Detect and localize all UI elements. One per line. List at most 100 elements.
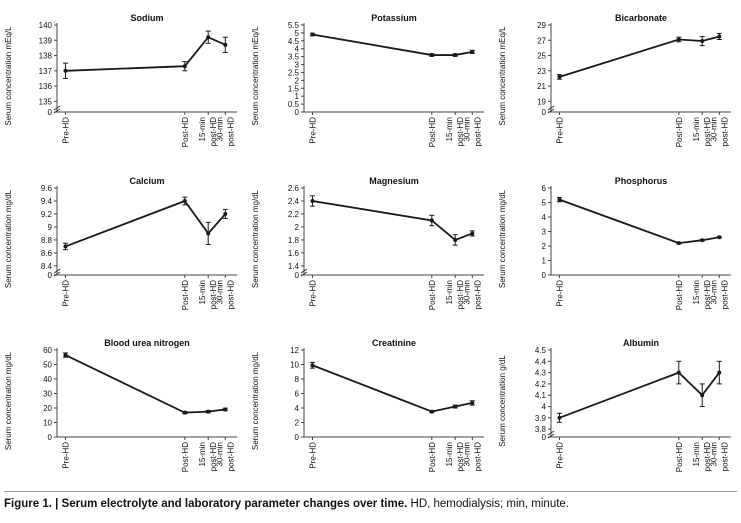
data-point bbox=[676, 37, 681, 42]
data-point bbox=[470, 49, 475, 54]
data-point bbox=[182, 198, 187, 203]
y-tick-label: 10 bbox=[290, 361, 299, 370]
y-tick-label: 2 bbox=[295, 76, 300, 85]
y-tick-label: 2 bbox=[542, 242, 547, 251]
y-tick-label: 19 bbox=[537, 97, 546, 106]
x-tick-label: Pre-HD bbox=[555, 442, 564, 469]
y-tick-label: 8.4 bbox=[41, 262, 53, 271]
y-tick-label: 135 bbox=[39, 97, 53, 106]
y-tick-label: 1.8 bbox=[288, 236, 300, 245]
x-tick-label: 30-min bbox=[462, 442, 471, 466]
x-tick-label: 15-min bbox=[445, 442, 454, 466]
y-tick-label: 5 bbox=[542, 199, 547, 208]
data-point bbox=[700, 39, 705, 44]
x-tick-label: 15-min bbox=[445, 117, 454, 141]
y-tick-label: 10 bbox=[43, 419, 52, 428]
data-line bbox=[65, 199, 226, 248]
x-tick-label: Pre-HD bbox=[555, 280, 564, 307]
y-tick-label: 0 bbox=[542, 271, 547, 280]
x-tick-label: post-HD bbox=[703, 442, 712, 472]
chart-title: Calcium bbox=[129, 176, 164, 186]
axis-break-mark bbox=[53, 268, 61, 277]
x-tick-label: Pre-HD bbox=[61, 280, 70, 307]
chart-panel-calcium: Calcium Serum concentration mg/dL 08.4 8.6 8… bbox=[4, 176, 237, 310]
y-tick-label: 2.2 bbox=[288, 210, 300, 219]
x-tick-label: 15-min bbox=[692, 442, 701, 466]
chart-title: Blood urea nitrogen bbox=[104, 338, 190, 348]
y-tick-label: 4 bbox=[295, 404, 300, 413]
data-point bbox=[206, 35, 211, 40]
y-tick-label: 4.3 bbox=[535, 369, 547, 378]
y-tick-label: 136 bbox=[39, 82, 53, 91]
x-tick-label: post-HD bbox=[226, 442, 235, 472]
y-tick-label: 0 bbox=[542, 108, 547, 117]
x-tick-label: 30-min bbox=[709, 117, 718, 141]
y-axis-label: Serum concentration mEq/L bbox=[498, 26, 507, 126]
data-point bbox=[717, 370, 722, 375]
y-tick-label: 2.4 bbox=[288, 197, 300, 206]
x-tick-label: 30-min bbox=[462, 117, 471, 141]
axis-break-mark bbox=[300, 268, 308, 277]
x-tick-label: post-HD bbox=[226, 280, 235, 310]
x-tick-label: 30-min bbox=[709, 442, 718, 466]
axis-break-mark bbox=[547, 105, 555, 114]
y-tick-label: 4.1 bbox=[535, 391, 547, 400]
data-point bbox=[223, 42, 228, 47]
caption-label: Figure 1. | Serum electrolyte and labora… bbox=[4, 498, 408, 510]
y-tick-label: 1 bbox=[295, 92, 300, 101]
x-tick-label: post-HD bbox=[720, 117, 729, 147]
y-tick-label: 3.9 bbox=[535, 414, 547, 423]
x-tick-label: 15-min bbox=[198, 280, 207, 304]
y-tick-label: 139 bbox=[39, 36, 53, 45]
y-tick-label: 23 bbox=[537, 67, 546, 76]
x-tick-label: post-HD bbox=[209, 442, 218, 472]
data-point bbox=[676, 370, 681, 375]
x-tick-label: 30-min bbox=[709, 280, 718, 304]
x-tick-label: 15-min bbox=[692, 280, 701, 304]
y-tick-label: 0.5 bbox=[288, 100, 300, 109]
y-axis-label: Serum concentration mg/dL bbox=[498, 189, 507, 288]
y-axis-label: Serum concentration mg/dL bbox=[251, 189, 260, 288]
y-tick-label: 60 bbox=[43, 346, 52, 355]
y-tick-label: 50 bbox=[43, 361, 52, 370]
x-tick-label: Post-HD bbox=[428, 442, 437, 472]
data-point bbox=[717, 235, 722, 240]
data-line bbox=[312, 200, 473, 241]
y-axis-label: Serum concentration mEq/L bbox=[251, 26, 260, 126]
y-axis-label: Serum concentration mEq/L bbox=[4, 26, 13, 126]
x-tick-label: Post-HD bbox=[428, 117, 437, 147]
x-tick-label: post-HD bbox=[473, 442, 482, 472]
x-tick-label: Pre-HD bbox=[308, 117, 317, 144]
y-tick-label: 138 bbox=[39, 52, 53, 61]
y-tick-label: 1.6 bbox=[288, 249, 300, 258]
y-tick-label: 1.4 bbox=[288, 262, 300, 271]
y-tick-label: 4 bbox=[295, 45, 300, 54]
chart-panel-blood-urea-nitrogen: Blood urea nitrogen Serum concentration m… bbox=[4, 338, 237, 472]
x-tick-label: Pre-HD bbox=[61, 117, 70, 144]
data-point bbox=[717, 34, 722, 39]
x-tick-label: Pre-HD bbox=[555, 117, 564, 144]
y-tick-label: 3.5 bbox=[288, 53, 300, 62]
x-tick-label: Post-HD bbox=[675, 442, 684, 472]
chart-title: Phosphorus bbox=[615, 176, 668, 186]
chart-panel-bicarbonate: Bicarbonate Serum concentration mEq/L 0 19 2… bbox=[498, 13, 731, 147]
y-tick-label: 1 bbox=[542, 257, 547, 266]
x-tick-label: Post-HD bbox=[181, 442, 190, 472]
data-point bbox=[310, 32, 315, 37]
y-tick-label: 2.5 bbox=[288, 68, 300, 77]
y-tick-label: 2 bbox=[295, 223, 300, 232]
y-tick-label: 6 bbox=[542, 184, 547, 193]
axis-break-mark bbox=[53, 105, 61, 114]
y-tick-label: 0 bbox=[48, 108, 53, 117]
y-tick-label: 2 bbox=[295, 419, 300, 428]
data-point bbox=[310, 198, 315, 203]
y-axis-label: Serum concentration mg/dL bbox=[4, 189, 13, 288]
y-axis-label: Serum concentration mg/dL bbox=[251, 351, 260, 450]
data-point bbox=[557, 74, 562, 79]
y-tick-label: 40 bbox=[43, 375, 52, 384]
x-tick-label: Pre-HD bbox=[308, 442, 317, 469]
y-tick-label: 3 bbox=[542, 228, 547, 237]
x-tick-label: 30-min bbox=[215, 442, 224, 466]
y-tick-label: 20 bbox=[43, 404, 52, 413]
